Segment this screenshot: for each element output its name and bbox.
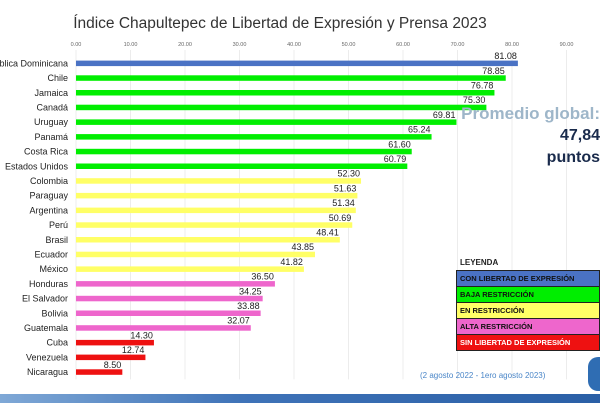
value-label: 69.81 xyxy=(433,110,456,120)
average-value: 47,84 xyxy=(559,127,600,144)
bar xyxy=(76,90,495,96)
category-label: Ecuador xyxy=(34,249,68,259)
value-label: 60.79 xyxy=(384,154,407,164)
category-label: Chile xyxy=(47,73,68,83)
bar xyxy=(76,192,358,199)
value-label: 14.30 xyxy=(130,330,153,340)
value-label: 52.30 xyxy=(338,169,361,179)
bar xyxy=(76,119,457,125)
category-label: Nicaragua xyxy=(27,367,68,377)
category-label: Estados Unidos xyxy=(5,161,69,171)
value-label: 8.50 xyxy=(104,360,122,370)
bar xyxy=(76,60,518,67)
bar xyxy=(76,148,412,155)
x-tick-label: 90.00 xyxy=(560,42,574,48)
x-tick-label: 80.00 xyxy=(505,42,519,48)
category-label: Venezuela xyxy=(26,352,68,362)
value-label: 48.41 xyxy=(316,228,339,238)
value-label: 36.50 xyxy=(251,272,274,282)
legend-item: ALTA RESTRICCIÓN xyxy=(456,318,600,334)
value-label: 78.85 xyxy=(482,66,505,76)
x-tick-label: 50.00 xyxy=(342,42,356,48)
value-label: 76.78 xyxy=(471,81,494,91)
bar xyxy=(76,310,261,316)
bar xyxy=(76,354,146,361)
x-tick-label: 0.00 xyxy=(71,42,82,48)
legend-item: EN RESTRICCIÓN xyxy=(456,302,600,318)
x-tick-label: 30.00 xyxy=(233,42,247,48)
category-label: Costa Rica xyxy=(24,147,68,157)
bar xyxy=(76,369,123,375)
legend-item: SIN LIBERTAD DE EXPRESIÓN xyxy=(456,334,600,351)
value-label: 81.08 xyxy=(494,51,517,61)
average-label: Promedio global: xyxy=(461,104,600,123)
category-label: Cuba xyxy=(46,338,68,348)
category-label: Paraguay xyxy=(29,191,68,201)
value-label: 51.34 xyxy=(332,198,355,208)
category-label: Perú xyxy=(49,220,68,230)
bar xyxy=(76,222,353,228)
category-label: Jamaica xyxy=(34,88,68,98)
value-label: 75.30 xyxy=(463,95,486,105)
global-average: Promedio global: 47,84 puntos xyxy=(461,103,600,169)
bar xyxy=(76,281,275,287)
legend-item: CON LIBERTAD DE EXPRESIÓN xyxy=(456,270,600,286)
bar xyxy=(76,325,251,331)
category-label: Brasil xyxy=(45,235,68,245)
bar xyxy=(76,163,408,169)
legend-title: LEYENDA xyxy=(460,258,499,267)
category-label: Panamá xyxy=(34,132,68,142)
value-label: 33.88 xyxy=(237,301,260,311)
value-label: 34.25 xyxy=(239,286,262,296)
x-tick-label: 70.00 xyxy=(451,42,465,48)
bar xyxy=(76,295,263,302)
bar xyxy=(76,178,362,184)
legend-item: BAJA RESTRICCIÓN xyxy=(456,286,600,302)
category-label: Bolivia xyxy=(41,308,68,318)
bar xyxy=(76,339,154,346)
category-label: Canadá xyxy=(36,102,68,112)
value-label: 61.60 xyxy=(388,139,411,149)
logo-icon xyxy=(588,357,600,391)
category-label: El Salvador xyxy=(22,294,68,304)
category-label: Colombia xyxy=(30,176,68,186)
category-label: Argentina xyxy=(29,205,68,215)
legend: LEYENDA CON LIBERTAD DE EXPRESIÓN BAJA RE… xyxy=(456,258,600,351)
category-label: República Dominicana xyxy=(0,58,68,68)
period-label: (2 agosto 2022 - 1ero agosto 2023) xyxy=(420,371,546,380)
bar xyxy=(76,251,315,258)
bottom-decorative-bar xyxy=(0,394,600,403)
value-label: 41.82 xyxy=(280,257,303,267)
x-tick-label: 40.00 xyxy=(287,42,301,48)
value-label: 12.74 xyxy=(122,345,145,355)
average-unit: puntos xyxy=(546,149,600,166)
bar xyxy=(76,104,487,111)
bar-layer: República Dominicana 81.08 Chile 78.85 Jamai… xyxy=(0,51,518,377)
category-label: Guatemala xyxy=(24,323,68,333)
x-tick-label: 60.00 xyxy=(396,42,410,48)
value-label: 43.85 xyxy=(291,242,314,252)
bar xyxy=(76,237,340,243)
x-tick-label: 20.00 xyxy=(178,42,192,48)
bar xyxy=(76,75,506,81)
x-tick-label: 10.00 xyxy=(124,42,138,48)
value-label: 65.24 xyxy=(408,125,431,135)
value-label: 51.63 xyxy=(334,183,357,193)
chart-title: Índice Chapultepec de Libertad de Expres… xyxy=(73,15,487,32)
value-label: 50.69 xyxy=(329,213,352,223)
category-label: México xyxy=(39,264,68,274)
value-label: 32.07 xyxy=(227,316,250,326)
bar xyxy=(76,134,432,140)
bar xyxy=(76,266,304,272)
category-label: Uruguay xyxy=(34,117,69,127)
bar xyxy=(76,207,356,214)
category-label: Honduras xyxy=(29,279,69,289)
